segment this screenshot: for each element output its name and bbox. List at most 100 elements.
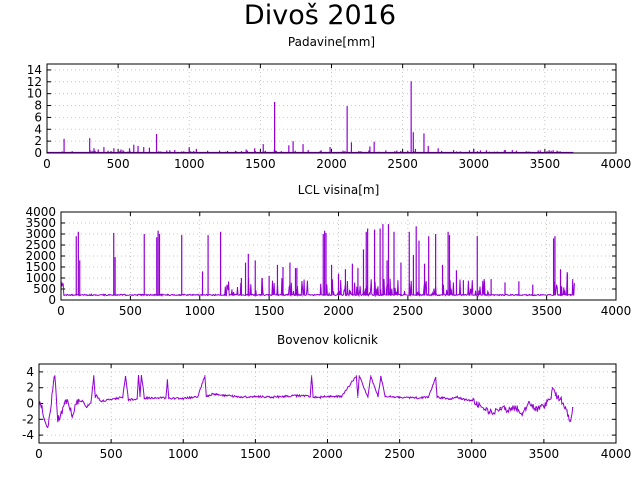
data-point xyxy=(536,409,538,411)
data-point xyxy=(166,379,168,381)
x-tick-label: 3500 xyxy=(531,304,562,318)
y-tick-label: 1000 xyxy=(25,271,56,285)
data-point xyxy=(52,380,55,382)
chart-title: LCL visina[m] xyxy=(298,183,380,197)
data-point xyxy=(136,398,138,400)
data-point xyxy=(96,395,98,397)
data-point xyxy=(514,406,516,408)
data-point xyxy=(358,375,360,377)
y-tick-label: 6 xyxy=(34,110,42,124)
data-point xyxy=(197,396,199,398)
data-point xyxy=(442,397,444,399)
data-point xyxy=(49,410,52,412)
y-tick-label: 3500 xyxy=(25,216,56,230)
y-tick-label: -4 xyxy=(22,428,34,442)
data-point xyxy=(341,395,343,397)
y-tick-label: 0 xyxy=(26,397,34,411)
y-tick-label: 2 xyxy=(34,134,42,148)
data-point xyxy=(380,376,382,378)
data-point xyxy=(94,396,96,398)
data-point xyxy=(44,418,46,420)
data-point xyxy=(463,398,466,401)
y-tick-label: 4 xyxy=(26,365,34,379)
data-point xyxy=(211,393,213,395)
data-point xyxy=(139,395,141,397)
data-point xyxy=(110,398,112,401)
data-line xyxy=(38,374,574,429)
x-tick-label: 1500 xyxy=(240,447,271,461)
data-point xyxy=(370,375,372,377)
y-tick-label: 4000 xyxy=(25,205,56,219)
x-tick-label: 500 xyxy=(119,304,142,318)
data-point xyxy=(456,396,458,398)
chart-title: Padavine[mm] xyxy=(288,35,375,49)
data-point xyxy=(90,401,92,403)
data-point xyxy=(500,406,502,409)
data-point xyxy=(269,396,271,398)
data-point xyxy=(319,396,321,398)
data-point xyxy=(326,395,329,397)
data-point xyxy=(71,414,73,416)
data-point xyxy=(41,406,43,409)
data-point xyxy=(309,395,311,397)
data-point xyxy=(207,395,209,397)
x-tick-label: 4000 xyxy=(601,447,632,461)
chart-panel-3: Bovenov kolicnik 0 500 1000 1500 2000 2500 3000… xyxy=(22,333,631,461)
data-point xyxy=(143,397,145,399)
y-tick-label: 2000 xyxy=(25,249,56,263)
data-point xyxy=(124,376,127,378)
x-tick-label: 2500 xyxy=(387,157,418,171)
data-point xyxy=(191,396,193,398)
data-point xyxy=(127,398,130,401)
data-point xyxy=(355,375,357,377)
data-point xyxy=(478,405,480,407)
x-tick-label: 500 xyxy=(100,447,123,461)
x-tick-label: 1500 xyxy=(254,304,285,318)
x-tick-label: 0 xyxy=(35,447,43,461)
data-point xyxy=(57,418,59,420)
data-point xyxy=(554,395,557,397)
x-tick-label: 500 xyxy=(107,157,130,171)
data-point xyxy=(86,406,88,409)
data-point xyxy=(449,398,451,400)
x-tick-label: 3000 xyxy=(456,447,487,461)
x-tick-label: 4000 xyxy=(601,304,632,318)
data-point xyxy=(543,405,545,407)
data-point xyxy=(521,412,523,414)
data-point xyxy=(47,426,49,428)
y-tick-label: 4 xyxy=(34,122,42,136)
data-point xyxy=(367,396,369,398)
data-point xyxy=(311,375,313,377)
x-tick-label: 1000 xyxy=(184,304,215,318)
x-tick-label: 3500 xyxy=(530,157,561,171)
data-point xyxy=(435,376,437,379)
y-tick-label: 3000 xyxy=(25,227,56,241)
y-tick-label: 2500 xyxy=(25,238,56,252)
x-tick-label: 2000 xyxy=(323,304,354,318)
data-point xyxy=(551,387,554,389)
data-point xyxy=(140,375,143,377)
data-point xyxy=(54,375,56,377)
y-tick-label: 10 xyxy=(27,87,42,101)
data-point xyxy=(427,396,430,398)
x-tick-label: 3500 xyxy=(529,447,560,461)
data-point xyxy=(100,400,102,402)
data-point xyxy=(572,406,574,409)
y-tick-label: 0 xyxy=(48,293,56,307)
data-point xyxy=(205,395,207,397)
data-point xyxy=(137,375,140,377)
data-point xyxy=(122,396,124,398)
data-point xyxy=(283,395,285,397)
data-point xyxy=(225,395,228,397)
data-line xyxy=(60,271,575,298)
data-point xyxy=(550,396,552,398)
data-point xyxy=(399,396,401,398)
plot-frame xyxy=(38,363,617,444)
y-tick-label: 0 xyxy=(34,146,42,160)
chart-panel-1: Padavine[mm] 0 500 1000 1500 2000 2500 3000 3500… xyxy=(27,35,632,171)
data-point xyxy=(436,396,438,398)
x-tick-label: 2500 xyxy=(393,304,424,318)
plot-frame xyxy=(46,63,617,154)
y-tick-label: 1500 xyxy=(25,260,56,274)
y-tick-label: 2 xyxy=(26,381,34,395)
